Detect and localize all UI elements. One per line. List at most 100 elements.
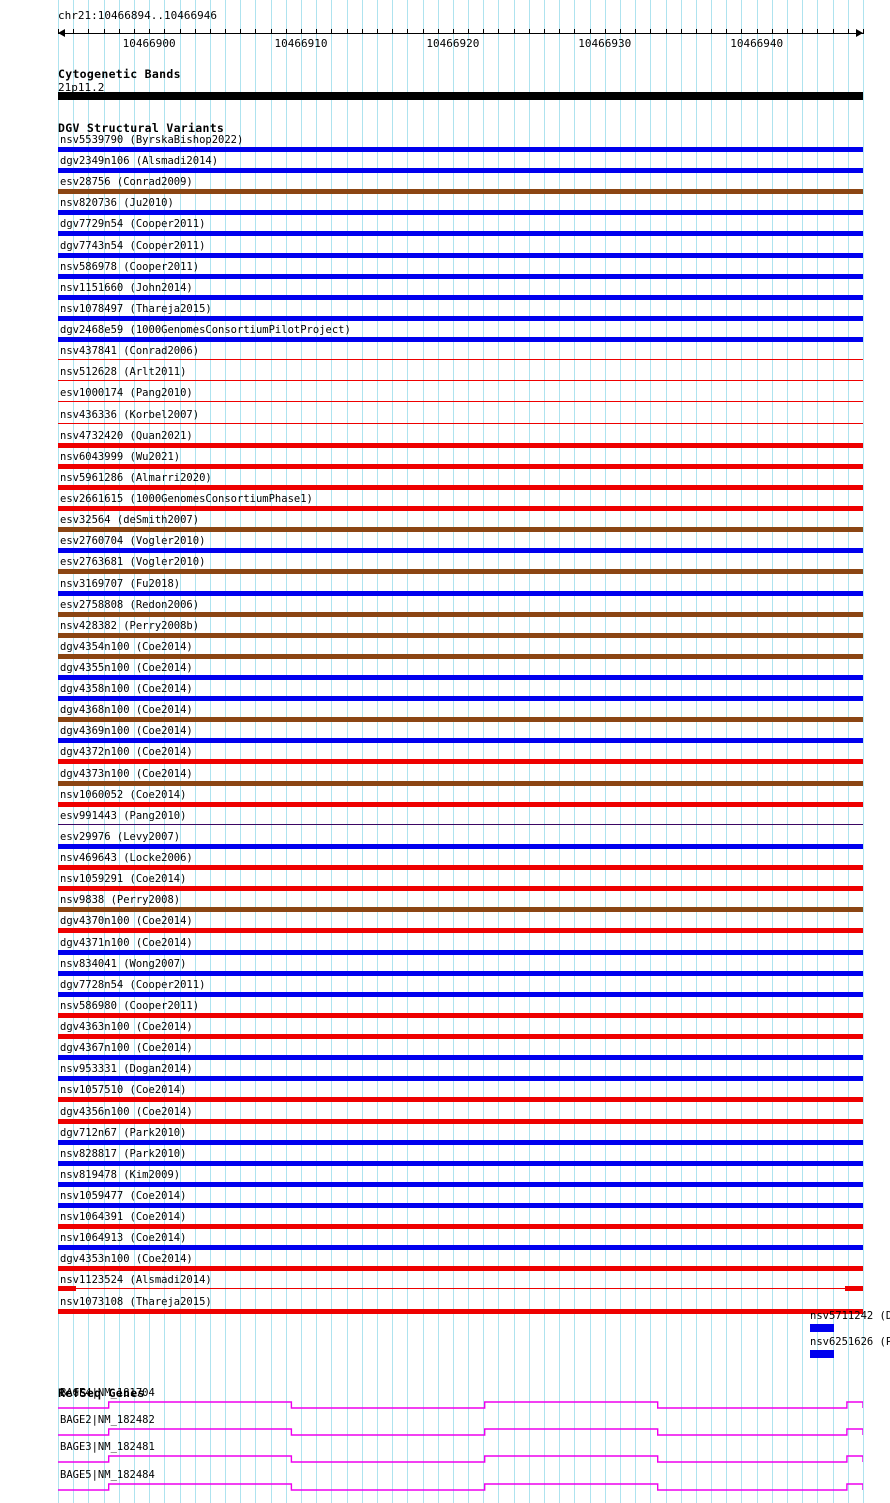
- dgv-track-row[interactable]: dgv7729n54 (Cooper2011): [0, 217, 890, 238]
- dgv-overflow-bar[interactable]: [810, 1324, 834, 1332]
- dgv-variant-bar[interactable]: [58, 611, 863, 617]
- dgv-track-row[interactable]: nsv5539790 (ByrskaBishop2022): [0, 133, 890, 154]
- dgv-track-row[interactable]: esv2763681 (Vogler2010): [0, 555, 890, 576]
- dgv-variant-bar[interactable]: [58, 315, 863, 321]
- dgv-variant-bar[interactable]: [58, 484, 863, 490]
- dgv-track-row[interactable]: esv1000174 (Pang2010): [0, 386, 890, 407]
- dgv-variant-bar[interactable]: [58, 843, 863, 849]
- dgv-variant-bar[interactable]: [58, 147, 863, 152]
- dgv-variant-bar[interactable]: [58, 1266, 863, 1272]
- dgv-track-row[interactable]: dgv4372n100 (Coe2014): [0, 745, 890, 766]
- dgv-variant-bar[interactable]: [58, 273, 863, 279]
- dgv-track-row[interactable]: dgv4363n100 (Coe2014): [0, 1020, 890, 1041]
- dgv-track-row[interactable]: dgv4368n100 (Coe2014): [0, 703, 890, 724]
- dgv-variant-bar[interactable]: [58, 548, 863, 554]
- dgv-variant-bar[interactable]: [58, 653, 863, 659]
- dgv-variant-bar[interactable]: [58, 1245, 863, 1251]
- dgv-variant-bar[interactable]: [58, 1288, 863, 1290]
- dgv-variant-bar[interactable]: [58, 1076, 863, 1082]
- dgv-track-row[interactable]: nsv586978 (Cooper2011): [0, 260, 890, 281]
- dgv-track-row[interactable]: esv2760704 (Vogler2010): [0, 534, 890, 555]
- dgv-variant-bar[interactable]: [58, 1160, 863, 1166]
- dgv-variant-bar[interactable]: [58, 231, 863, 237]
- dgv-track-row[interactable]: nsv820736 (Ju2010): [0, 196, 890, 217]
- dgv-variant-bar[interactable]: [58, 717, 863, 723]
- dgv-track-row[interactable]: dgv4373n100 (Coe2014): [0, 767, 890, 788]
- dgv-track-row[interactable]: dgv2468e59 (1000GenomesConsortiumPilotPr…: [0, 323, 890, 344]
- dgv-variant-bar[interactable]: [58, 1055, 863, 1061]
- dgv-variant-bar[interactable]: [58, 380, 863, 382]
- dgv-variant-bar[interactable]: [58, 886, 863, 892]
- dgv-track-row[interactable]: nsv6043999 (Wu2021): [0, 450, 890, 471]
- dgv-track-row[interactable]: nsv512628 (Arlt2011): [0, 365, 890, 386]
- dgv-variant-bar[interactable]: [58, 928, 863, 934]
- dgv-track-row[interactable]: nsv586980 (Cooper2011): [0, 999, 890, 1020]
- dgv-track-row[interactable]: dgv2349n106 (Alsmadi2014): [0, 154, 890, 175]
- refseq-gene-transcript[interactable]: [58, 1479, 863, 1495]
- dgv-track-row[interactable]: nsv1064391 (Coe2014): [0, 1210, 890, 1231]
- dgv-variant-bar[interactable]: [58, 1224, 863, 1230]
- refseq-gene-transcript[interactable]: [58, 1451, 863, 1467]
- dgv-variant-bar[interactable]: [58, 210, 863, 216]
- dgv-track-row[interactable]: esv32564 (deSmith2007): [0, 513, 890, 534]
- dgv-track-row[interactable]: nsv1057510 (Coe2014): [0, 1083, 890, 1104]
- dgv-variant-bar[interactable]: [58, 801, 863, 807]
- dgv-variant-bar[interactable]: [58, 401, 863, 403]
- dgv-variant-bar[interactable]: [58, 970, 863, 976]
- dgv-track-row[interactable]: nsv953331 (Dogan2014): [0, 1062, 890, 1083]
- dgv-track-row[interactable]: dgv4356n100 (Coe2014): [0, 1105, 890, 1126]
- dgv-track-row[interactable]: nsv4732420 (Quan2021): [0, 429, 890, 450]
- dgv-track-row[interactable]: dgv7728n54 (Cooper2011): [0, 978, 890, 999]
- dgv-track-row[interactable]: nsv436336 (Korbel2007): [0, 408, 890, 429]
- dgv-track-row[interactable]: esv2758808 (Redon2006): [0, 598, 890, 619]
- dgv-track-row[interactable]: nsv1073108 (Thareja2015): [0, 1295, 890, 1316]
- dgv-variant-bar[interactable]: [58, 168, 863, 174]
- dgv-variant-bar[interactable]: [58, 442, 863, 448]
- dgv-track-row[interactable]: esv2661615 (1000GenomesConsortiumPhase1): [0, 492, 890, 513]
- dgv-track-row[interactable]: dgv4354n100 (Coe2014): [0, 640, 890, 661]
- dgv-variant-bar[interactable]: [58, 696, 863, 702]
- dgv-track-row[interactable]: nsv1059291 (Coe2014): [0, 872, 890, 893]
- dgv-variant-bar[interactable]: [58, 675, 863, 680]
- dgv-track-row[interactable]: nsv1064913 (Coe2014): [0, 1231, 890, 1252]
- dgv-variant-bar[interactable]: [58, 294, 863, 300]
- dgv-track-row[interactable]: dgv7743n54 (Cooper2011): [0, 239, 890, 260]
- dgv-track-row[interactable]: dgv4353n100 (Coe2014): [0, 1252, 890, 1273]
- dgv-track-row[interactable]: dgv4355n100 (Coe2014): [0, 661, 890, 682]
- dgv-variant-bar[interactable]: [58, 907, 863, 913]
- dgv-variant-bar[interactable]: [58, 632, 863, 638]
- refseq-gene-transcript[interactable]: [58, 1397, 863, 1413]
- dgv-track-row[interactable]: nsv1151660 (John2014): [0, 281, 890, 302]
- dgv-variant-bar[interactable]: [58, 949, 863, 955]
- dgv-variant-bar[interactable]: [58, 337, 863, 343]
- dgv-variant-bar[interactable]: [58, 359, 863, 361]
- dgv-track-row[interactable]: dgv4369n100 (Coe2014): [0, 724, 890, 745]
- dgv-track-row[interactable]: nsv834041 (Wong2007): [0, 957, 890, 978]
- dgv-variant-bar[interactable]: [58, 780, 863, 786]
- dgv-overflow-bar[interactable]: [810, 1350, 834, 1358]
- dgv-track-row[interactable]: esv28756 (Conrad2009): [0, 175, 890, 196]
- dgv-track-row[interactable]: esv991443 (Pang2010): [0, 809, 890, 830]
- dgv-track-row[interactable]: nsv469643 (Locke2006): [0, 851, 890, 872]
- dgv-track-row[interactable]: nsv1060052 (Coe2014): [0, 788, 890, 809]
- dgv-variant-bar[interactable]: [58, 422, 863, 424]
- dgv-track-row[interactable]: nsv1059477 (Coe2014): [0, 1189, 890, 1210]
- dgv-variant-bar[interactable]: [58, 590, 863, 596]
- dgv-variant-bar[interactable]: [58, 738, 863, 744]
- dgv-track-row[interactable]: dgv4371n100 (Coe2014): [0, 936, 890, 957]
- dgv-variant-bar[interactable]: [58, 1118, 863, 1124]
- dgv-track-row[interactable]: nsv1078497 (Thareja2015): [0, 302, 890, 323]
- dgv-track-row[interactable]: nsv828817 (Park2010): [0, 1147, 890, 1168]
- dgv-track-row[interactable]: dgv4358n100 (Coe2014): [0, 682, 890, 703]
- dgv-track-row[interactable]: nsv819478 (Kim2009): [0, 1168, 890, 1189]
- dgv-track-row[interactable]: nsv437841 (Conrad2006): [0, 344, 890, 365]
- refseq-gene-transcript[interactable]: [58, 1424, 863, 1440]
- dgv-variant-bar[interactable]: [58, 527, 863, 533]
- dgv-track-row[interactable]: nsv3169707 (Fu2018): [0, 577, 890, 598]
- dgv-variant-bar[interactable]: [58, 506, 863, 512]
- dgv-variant-bar[interactable]: [58, 759, 863, 765]
- dgv-variant-bar[interactable]: [58, 1308, 863, 1314]
- dgv-variant-bar[interactable]: [58, 1139, 863, 1145]
- dgv-track-row[interactable]: nsv1123524 (Alsmadi2014): [0, 1273, 890, 1294]
- dgv-variant-bar[interactable]: [58, 252, 863, 258]
